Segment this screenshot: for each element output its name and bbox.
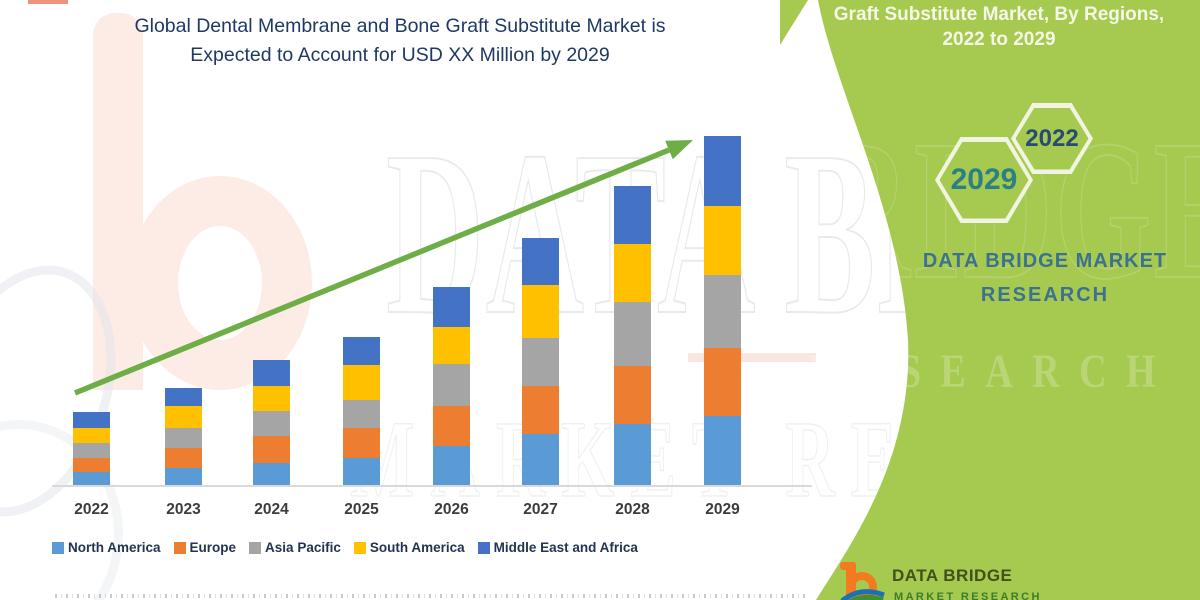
bar-segment-middle-east-and-africa xyxy=(704,136,741,206)
legend-item-asia-pacific: Asia Pacific xyxy=(249,540,341,555)
x-axis-label-2028: 2028 xyxy=(615,501,650,518)
x-axis-label-2026: 2026 xyxy=(434,501,469,518)
bar-segment-middle-east-and-africa xyxy=(73,412,110,428)
legend-label: North America xyxy=(68,540,161,555)
hexagon-2029-label: 2029 xyxy=(950,163,1018,196)
bar-segment-middle-east-and-africa xyxy=(343,337,380,365)
bar-segment-europe xyxy=(522,386,559,434)
bar-2022 xyxy=(73,412,110,486)
green-side-panel: RIDGE RESEARCH Graft Substitute Market, … xyxy=(780,0,1200,600)
legend-swatch xyxy=(477,541,490,554)
bar-2023 xyxy=(165,388,202,486)
bar-2027 xyxy=(522,238,559,486)
legend-item-europe: Europe xyxy=(173,540,237,555)
hexagon-2022-label: 2022 xyxy=(1025,124,1079,152)
bar-segment-asia-pacific xyxy=(73,443,110,458)
bar-segment-europe xyxy=(614,366,651,424)
bar-segment-asia-pacific xyxy=(704,275,741,348)
bar-segment-south-america xyxy=(704,206,741,275)
bar-segment-north-america xyxy=(522,434,559,486)
bar-segment-south-america xyxy=(614,244,651,302)
legend-swatch xyxy=(173,541,186,554)
page-title-line1: Global Dental Membrane and Bone Graft Su… xyxy=(134,15,666,37)
bar-2024 xyxy=(253,360,290,486)
legend-item-middle-east-and-africa: Middle East and Africa xyxy=(477,540,638,555)
logo-green-swoosh xyxy=(847,594,884,600)
panel-heading: Graft Substitute Market, By Regions, 202… xyxy=(804,2,1194,52)
bar-segment-middle-east-and-africa xyxy=(165,388,202,406)
panel-heading-line2: 2022 to 2029 xyxy=(942,29,1056,50)
chart-legend: North America Europe Asia Pacific South Ame… xyxy=(52,540,638,555)
bar-segment-north-america xyxy=(704,416,741,486)
page-title-line2: Expected to Account for USD XX Million b… xyxy=(190,44,610,66)
trend-arrow-head xyxy=(665,140,693,160)
x-axis-label-2022: 2022 xyxy=(74,501,109,518)
bar-segment-middle-east-and-africa xyxy=(253,360,290,386)
bar-2025 xyxy=(343,337,380,486)
bar-segment-north-america xyxy=(165,468,202,486)
legend-label: South America xyxy=(369,540,465,555)
panel-green-shape xyxy=(816,0,1200,600)
logo-wordmark: DATA BRIDGE xyxy=(892,566,1013,585)
bar-segment-south-america xyxy=(433,327,470,364)
legend-swatch xyxy=(52,541,64,554)
panel-background xyxy=(780,0,1200,600)
data-bridge-logo-icon xyxy=(840,562,885,600)
legend-item-north-america: North America xyxy=(52,540,161,555)
bar-segment-europe xyxy=(165,448,202,468)
bar-segment-asia-pacific xyxy=(253,411,290,436)
bar-segment-north-america xyxy=(343,458,380,486)
bar-segment-south-america xyxy=(73,428,110,443)
page-title: Global Dental Membrane and Bone Graft Su… xyxy=(20,12,780,70)
x-axis-label-2025: 2025 xyxy=(344,501,379,518)
bar-segment-middle-east-and-africa xyxy=(522,238,559,285)
bar-segment-europe xyxy=(343,428,380,458)
logo-blue-swoosh xyxy=(840,589,885,600)
bar-segment-asia-pacific xyxy=(522,338,559,386)
x-axis-label-2027: 2027 xyxy=(523,501,558,518)
bar-segment-south-america xyxy=(522,285,559,338)
bar-segment-europe xyxy=(73,458,110,472)
legend-label: Asia Pacific xyxy=(265,540,341,555)
bar-2029 xyxy=(704,136,741,486)
bar-segment-asia-pacific xyxy=(343,400,380,428)
bar-segment-asia-pacific xyxy=(433,364,470,406)
clipped-source-text xyxy=(55,594,805,598)
legend-swatch xyxy=(353,541,366,554)
legend-label: Middle East and Africa xyxy=(493,540,638,555)
x-axis-label-2024: 2024 xyxy=(254,501,289,518)
bar-segment-south-america xyxy=(165,406,202,428)
bar-segment-middle-east-and-africa xyxy=(614,186,651,244)
legend-label: Europe xyxy=(189,540,237,555)
bar-segment-north-america xyxy=(614,424,651,486)
legend-swatch xyxy=(249,541,262,554)
bar-segment-europe xyxy=(253,436,290,463)
logo-wordmark-subline: MARKET RESEARCH xyxy=(894,591,1042,600)
bar-segment-south-america xyxy=(253,386,290,411)
bar-segment-europe xyxy=(704,348,741,416)
bar-segment-north-america xyxy=(433,446,470,486)
panel-corner-triangle xyxy=(780,0,808,45)
bar-segment-middle-east-and-africa xyxy=(433,287,470,327)
bar-2028 xyxy=(614,186,651,486)
bar-2026 xyxy=(433,287,470,486)
bar-segment-asia-pacific xyxy=(165,428,202,448)
brand-text-line1: DATA BRIDGE MARKET xyxy=(922,250,1168,272)
bar-segment-asia-pacific xyxy=(614,302,651,366)
panel-heading-line1: Graft Substitute Market, By Regions, xyxy=(833,4,1165,25)
x-axis-line xyxy=(52,485,812,487)
x-axis-label-2023: 2023 xyxy=(166,501,201,518)
bar-segment-north-america xyxy=(253,463,290,486)
legend-item-south-america: South America xyxy=(353,540,465,555)
x-axis-label-2029: 2029 xyxy=(705,501,740,518)
bar-segment-north-america xyxy=(73,472,110,486)
bar-segment-europe xyxy=(433,406,470,446)
brand-text-line2: RESEARCH xyxy=(980,284,1110,306)
bar-segment-south-america xyxy=(343,365,380,400)
